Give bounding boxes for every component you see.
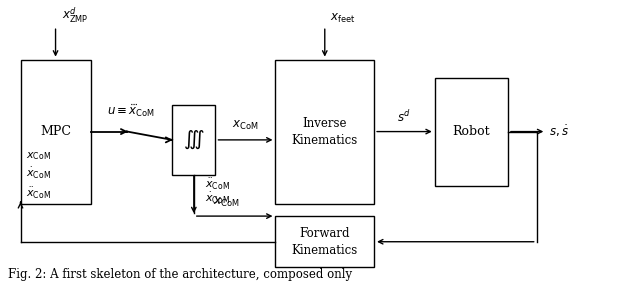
Text: $x_{\mathrm{CoM}}$: $x_{\mathrm{CoM}}$: [232, 118, 259, 131]
Text: $\ddot{x}_{\mathrm{CoM}}$: $\ddot{x}_{\mathrm{CoM}}$: [205, 177, 230, 192]
Text: $x^d_{\mathrm{ZMP}}$: $x^d_{\mathrm{ZMP}}$: [62, 5, 88, 25]
Text: $x_{\mathrm{CoM}}$
$\dot{x}_{\mathrm{CoM}}$
$\ddot{x}_{\mathrm{CoM}}$: $x_{\mathrm{CoM}}$ $\dot{x}_{\mathrm{CoM…: [26, 150, 51, 201]
Text: Robot: Robot: [452, 125, 490, 138]
Bar: [275, 60, 374, 204]
Bar: [20, 60, 91, 204]
Text: $\dot{x}_{\mathrm{CoM}}$: $\dot{x}_{\mathrm{CoM}}$: [205, 191, 230, 206]
Text: $x_{\mathrm{CoM}}$: $x_{\mathrm{CoM}}$: [213, 196, 239, 209]
Bar: [172, 105, 216, 175]
Text: MPC: MPC: [40, 125, 71, 138]
Bar: [275, 216, 374, 267]
Text: $x_{\mathrm{feet}}$: $x_{\mathrm{feet}}$: [330, 12, 355, 25]
Text: $s, \dot{s}$: $s, \dot{s}$: [549, 124, 570, 139]
Bar: [435, 78, 508, 186]
Text: Fig. 2: A first skeleton of the architecture, composed only: Fig. 2: A first skeleton of the architec…: [8, 268, 352, 281]
Text: $u \equiv \dddot{x}_{\mathrm{CoM}}$: $u \equiv \dddot{x}_{\mathrm{CoM}}$: [108, 102, 156, 119]
Text: $s^d$: $s^d$: [397, 109, 412, 125]
Text: Inverse
Kinematics: Inverse Kinematics: [292, 116, 358, 147]
Text: Forward
Kinematics: Forward Kinematics: [292, 227, 358, 257]
Text: $\iiint$: $\iiint$: [183, 129, 205, 151]
